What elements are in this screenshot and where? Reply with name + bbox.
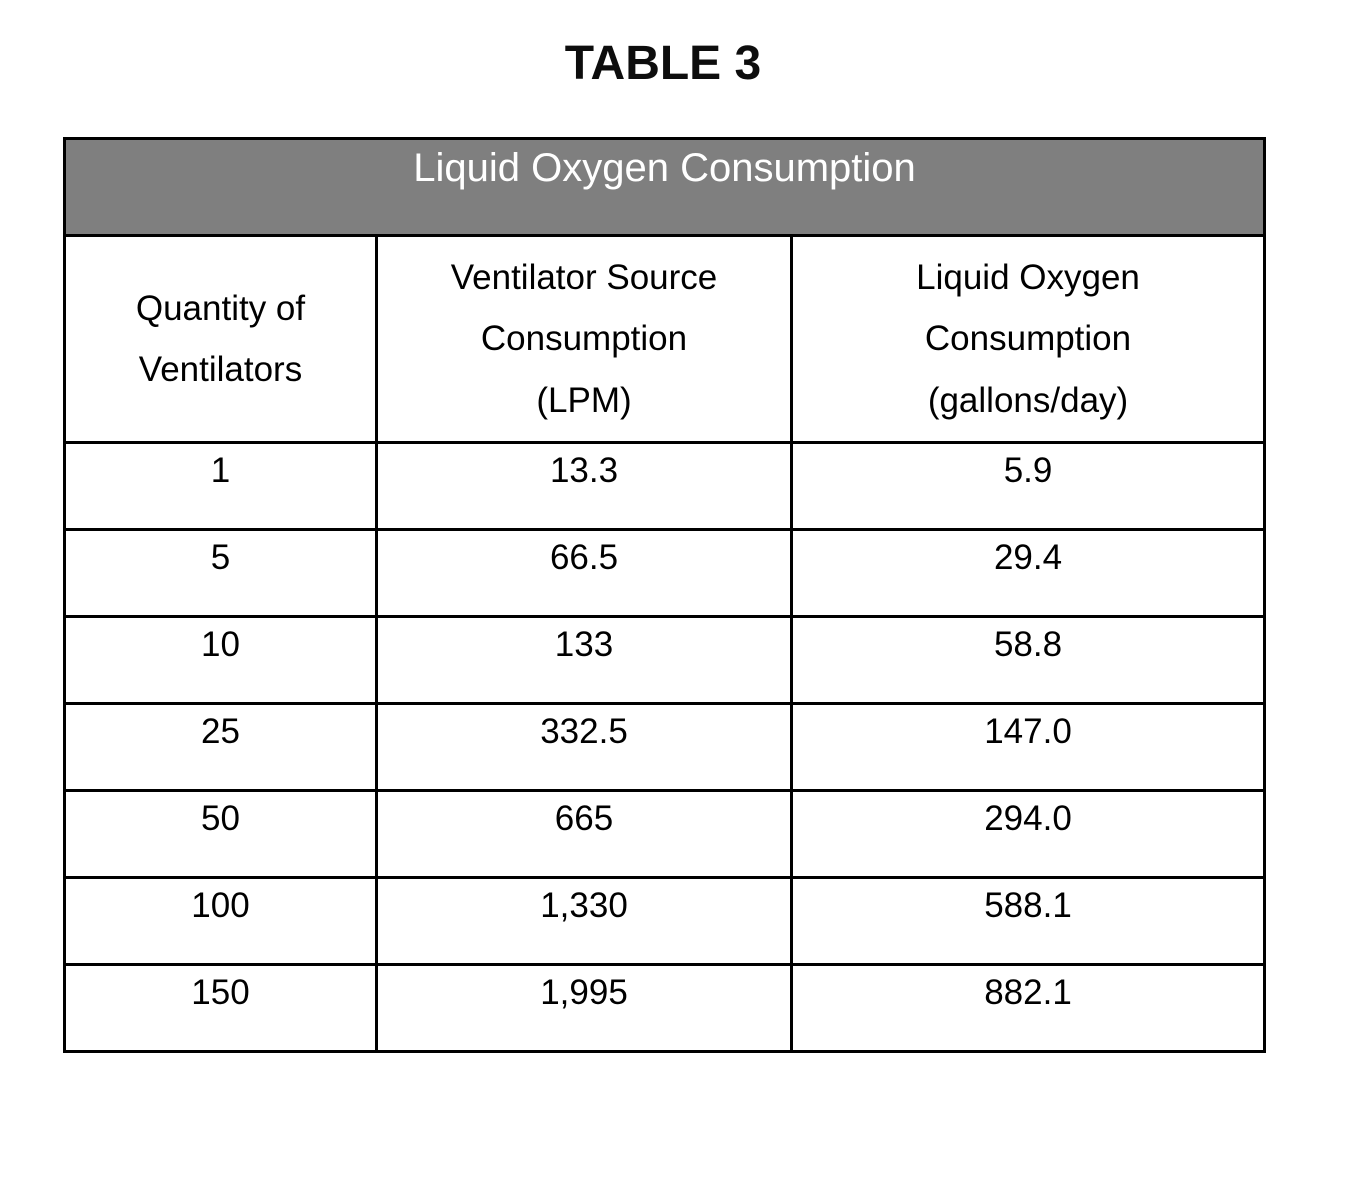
quantity-cell: 100 — [63, 876, 378, 966]
table-banner-cell: Liquid Oxygen Consumption — [62, 137, 1267, 237]
table-row: 10 133 58.8 — [63, 615, 1267, 705]
lpm-cell: 1,995 — [375, 963, 793, 1053]
liquid-oxygen-consumption-table: Liquid Oxygen Consumption Quantity of Ve… — [62, 137, 1267, 1053]
quantity-cell: 1 — [63, 441, 378, 531]
column-header-line: Ventilators — [138, 350, 303, 389]
table-row: 25 332.5 147.0 — [63, 702, 1267, 792]
lpm-cell: 133 — [375, 615, 793, 705]
lpm-cell: 665 — [375, 789, 793, 879]
page-title: TABLE 3 — [564, 37, 762, 90]
table-row: 100 1,330 588.1 — [63, 876, 1267, 966]
gallons-cell: 147.0 — [789, 702, 1267, 792]
quantity-cell: 5 — [63, 528, 378, 618]
lpm-cell: 13.3 — [375, 441, 793, 531]
column-header-ventilator-source-consumption: Ventilator Source Consumption (LPM) — [375, 234, 793, 444]
gallons-cell: 5.9 — [789, 441, 1267, 531]
table-row: 150 1,995 882.1 — [63, 963, 1267, 1053]
gallons-cell: 58.8 — [789, 615, 1267, 705]
column-header-quantity-of-ventilators: Quantity of Ventilators — [63, 234, 378, 444]
column-header-line: (gallons/day) — [927, 380, 1129, 420]
table-row: 5 66.5 29.4 — [63, 528, 1267, 618]
column-header-liquid-oxygen-consumption: Liquid Oxygen Consumption (gallons/day) — [789, 234, 1267, 444]
quantity-cell: 50 — [63, 789, 378, 879]
gallons-cell: 882.1 — [789, 963, 1267, 1053]
gallons-cell: 294.0 — [789, 789, 1267, 879]
gallons-cell: 588.1 — [789, 876, 1267, 966]
quantity-cell: 25 — [63, 702, 378, 792]
quantity-cell: 150 — [63, 963, 378, 1053]
column-header-line: Ventilator Source — [450, 258, 718, 298]
column-header-line: (LPM) — [536, 380, 632, 420]
lpm-cell: 1,330 — [375, 876, 793, 966]
table-row: 50 665 294.0 — [63, 789, 1267, 879]
column-header-line: Consumption — [480, 319, 688, 359]
table-banner-row: Liquid Oxygen Consumption — [62, 137, 1267, 237]
column-header-line: Liquid Oxygen — [916, 258, 1140, 298]
column-header-line: Consumption — [924, 319, 1132, 359]
lpm-cell: 66.5 — [375, 528, 793, 618]
table-row: 1 13.3 5.9 — [63, 441, 1267, 531]
column-header-line: Quantity of — [135, 288, 306, 328]
gallons-cell: 29.4 — [789, 528, 1267, 618]
lpm-cell: 332.5 — [375, 702, 793, 792]
quantity-cell: 10 — [63, 615, 378, 705]
column-header-row: Quantity of Ventilators Ventilator Sourc… — [63, 234, 1267, 444]
